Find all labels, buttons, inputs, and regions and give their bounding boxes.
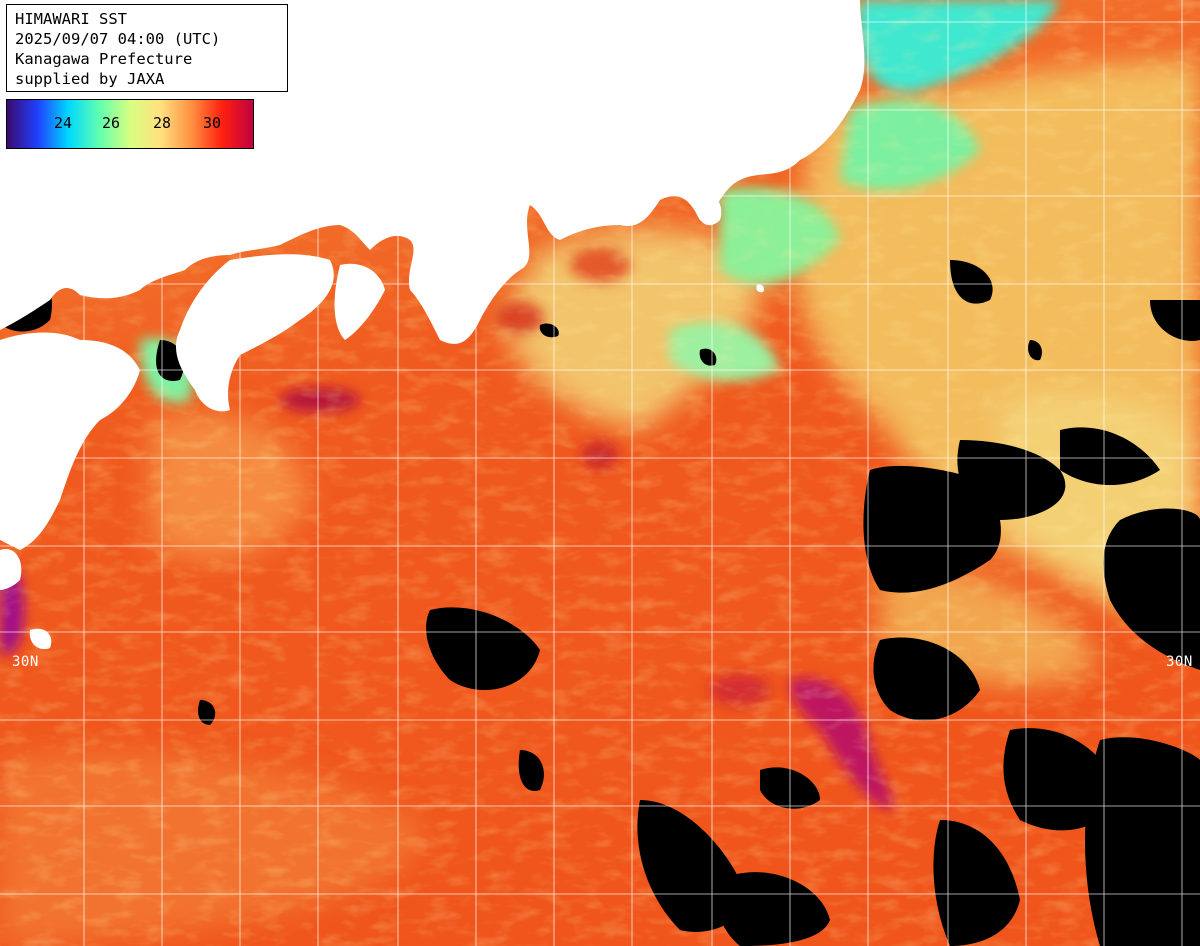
- map-region: Kanagawa Prefecture: [15, 50, 193, 68]
- legend-label: 24: [53, 114, 73, 132]
- map-title: HIMAWARI SST: [15, 10, 127, 28]
- legend-labels: 24 26 28 30: [7, 114, 253, 136]
- legend-color-bar: [7, 100, 253, 148]
- legend-label: 30: [202, 114, 222, 132]
- map-credit: supplied by JAXA: [15, 70, 165, 88]
- map-datetime: 2025/09/07 04:00 (UTC): [15, 30, 221, 48]
- legend-label: 26: [101, 114, 121, 132]
- latitude-label-right: 30N: [1166, 654, 1193, 670]
- color-legend: 24 26 28 30: [6, 99, 254, 149]
- legend-label: 28: [152, 114, 172, 132]
- info-box: HIMAWARI SST 2025/09/07 04:00 (UTC) Kana…: [6, 4, 288, 92]
- latitude-label-left: 30N: [12, 654, 39, 670]
